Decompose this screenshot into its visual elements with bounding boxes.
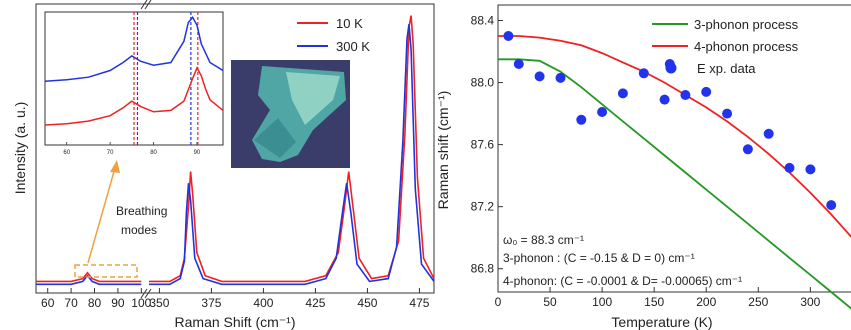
exp-data-point xyxy=(576,114,587,125)
exp-data-point xyxy=(722,108,733,119)
spectrum-x-tick-label: 400 xyxy=(253,296,273,310)
shift-x-tick-label: 150 xyxy=(644,295,664,309)
exp-data-point xyxy=(503,31,514,41)
sample-micrograph xyxy=(231,60,350,168)
shift-y-axis-label: Raman shift (cm⁻¹) xyxy=(435,91,451,210)
inset-x-tick-label: 80 xyxy=(150,150,157,156)
shift-x-tick-label: 100 xyxy=(592,295,612,309)
legend-label-4phonon: 4-phonon process xyxy=(694,39,799,54)
breathing-modes-annotation: Breathing modes xyxy=(74,160,167,278)
shift-x-tick-label: 300 xyxy=(800,295,820,309)
spectrum-x-tick-label: 70 xyxy=(64,296,78,310)
inset-x-tick-label: 70 xyxy=(107,150,114,156)
breathing-modes-box xyxy=(74,264,138,278)
inset-chart: 60 70 80 90 xyxy=(44,11,224,156)
shift-y-tick-label: 87.6 xyxy=(471,138,495,152)
legend-label-300k: 300 K xyxy=(336,39,370,54)
shift-x-tick-label: 0 xyxy=(495,295,502,309)
exp-data-point xyxy=(701,86,712,97)
shift-axes: 0 50 100 150 200 250 300 86.8 87.2 87.6 88.0 88.4 xyxy=(471,14,821,309)
arrow-head-icon xyxy=(110,160,120,173)
exp-data-point xyxy=(763,128,774,139)
shift-plot-frame xyxy=(497,4,851,293)
spectrum-x-tick-label: 425 xyxy=(305,296,325,310)
shift-y-tick-label: 88.4 xyxy=(471,14,495,28)
spectrum-plot-frame xyxy=(35,3,435,294)
breathing-label-line2: modes xyxy=(121,223,157,237)
exp-data-point xyxy=(513,59,524,69)
four-phonon-params: 4-phonon: (C = -0.0001 & D= -0.00065) cm… xyxy=(503,274,742,288)
exp-data-point xyxy=(805,164,816,175)
shift-y-tick-label: 87.2 xyxy=(471,200,495,214)
shift-y-tick-label: 88.0 xyxy=(471,76,495,90)
three-phonon-params: 3-phonon : (C = -0.15 & D = 0) cm⁻¹ xyxy=(503,251,695,265)
flake-edge xyxy=(254,118,296,158)
shift-x-tick-label: 50 xyxy=(543,295,557,309)
shift-y-tick-label: 86.8 xyxy=(471,262,495,276)
spectrum-x-tick-label: 90 xyxy=(111,296,125,310)
spectrum-line-300k xyxy=(36,274,142,286)
exp-data-point xyxy=(659,94,670,105)
shift-x-tick-label: 250 xyxy=(748,295,768,309)
exp-data-point xyxy=(826,200,837,211)
spectrum-line-10k xyxy=(36,271,142,283)
spectrum-y-axis-label: Intensity (a. u.) xyxy=(12,102,28,195)
exp-data-point xyxy=(617,88,628,99)
flake-highlight xyxy=(286,72,340,125)
spectrum-line-300k xyxy=(149,24,435,286)
inset-x-tick-label: 90 xyxy=(194,150,201,156)
four-phonon-fit-line xyxy=(498,35,851,238)
x-axis-break-bottom xyxy=(140,288,152,299)
spectrum-x-tick-label: 350 xyxy=(149,296,169,310)
breathing-label-line1: Breathing xyxy=(116,204,167,218)
spectrum-x-tick-label: 100 xyxy=(131,296,151,310)
three-phonon-fit-line xyxy=(498,58,851,310)
legend-label-exp: E xp. data xyxy=(697,61,756,76)
fit-parameters: ω₀ = 88.3 cm⁻¹ 3-phonon : (C = -0.15 & D… xyxy=(503,233,742,288)
x-axis-break-top xyxy=(140,0,152,10)
exp-data-point xyxy=(534,71,545,82)
spectrum-x-tick-label: 475 xyxy=(409,296,429,310)
breathing-modes-arrow xyxy=(87,167,116,264)
spectrum-x-tick-label: 60 xyxy=(41,296,55,310)
spectrum-x-tick-label: 80 xyxy=(88,296,102,310)
inset-series: 60 70 80 90 xyxy=(44,12,224,156)
shift-x-tick-label: 200 xyxy=(696,295,716,309)
legend-marker-exp xyxy=(665,62,677,74)
shift-legend: 3-phonon process 4-phonon process E xp. … xyxy=(652,17,799,76)
exp-data-point xyxy=(638,68,649,79)
legend-label-10k: 10 K xyxy=(336,16,363,31)
spectrum-x-tick-label: 375 xyxy=(201,296,221,310)
exp-data-point xyxy=(742,144,753,155)
omega0-annotation: ω₀ = 88.3 cm⁻¹ xyxy=(503,233,584,247)
inset-line-300k xyxy=(44,15,224,82)
spectrum-x-axis-label: Raman Shift (cm⁻¹) xyxy=(175,314,296,330)
spectrum-legend: 10 K 300 K xyxy=(297,16,370,54)
shift-series xyxy=(498,31,851,310)
exp-data-point xyxy=(555,72,566,83)
exp-data-point xyxy=(680,90,691,100)
shift-x-axis-label: Temperature (K) xyxy=(611,314,712,330)
legend-label-3phonon: 3-phonon process xyxy=(694,17,799,32)
spectrum-series-lines xyxy=(36,15,435,286)
exp-data-point xyxy=(784,162,795,173)
shift-panel: 0 50 100 150 200 250 300 86.8 87.2 87.6 88.0 88.4 T… xyxy=(435,4,851,330)
spectrum-x-tick-label: 450 xyxy=(357,296,377,310)
inset-line-10k xyxy=(44,66,224,126)
inset-x-tick-label: 60 xyxy=(63,150,70,156)
exp-data-point xyxy=(597,107,608,117)
